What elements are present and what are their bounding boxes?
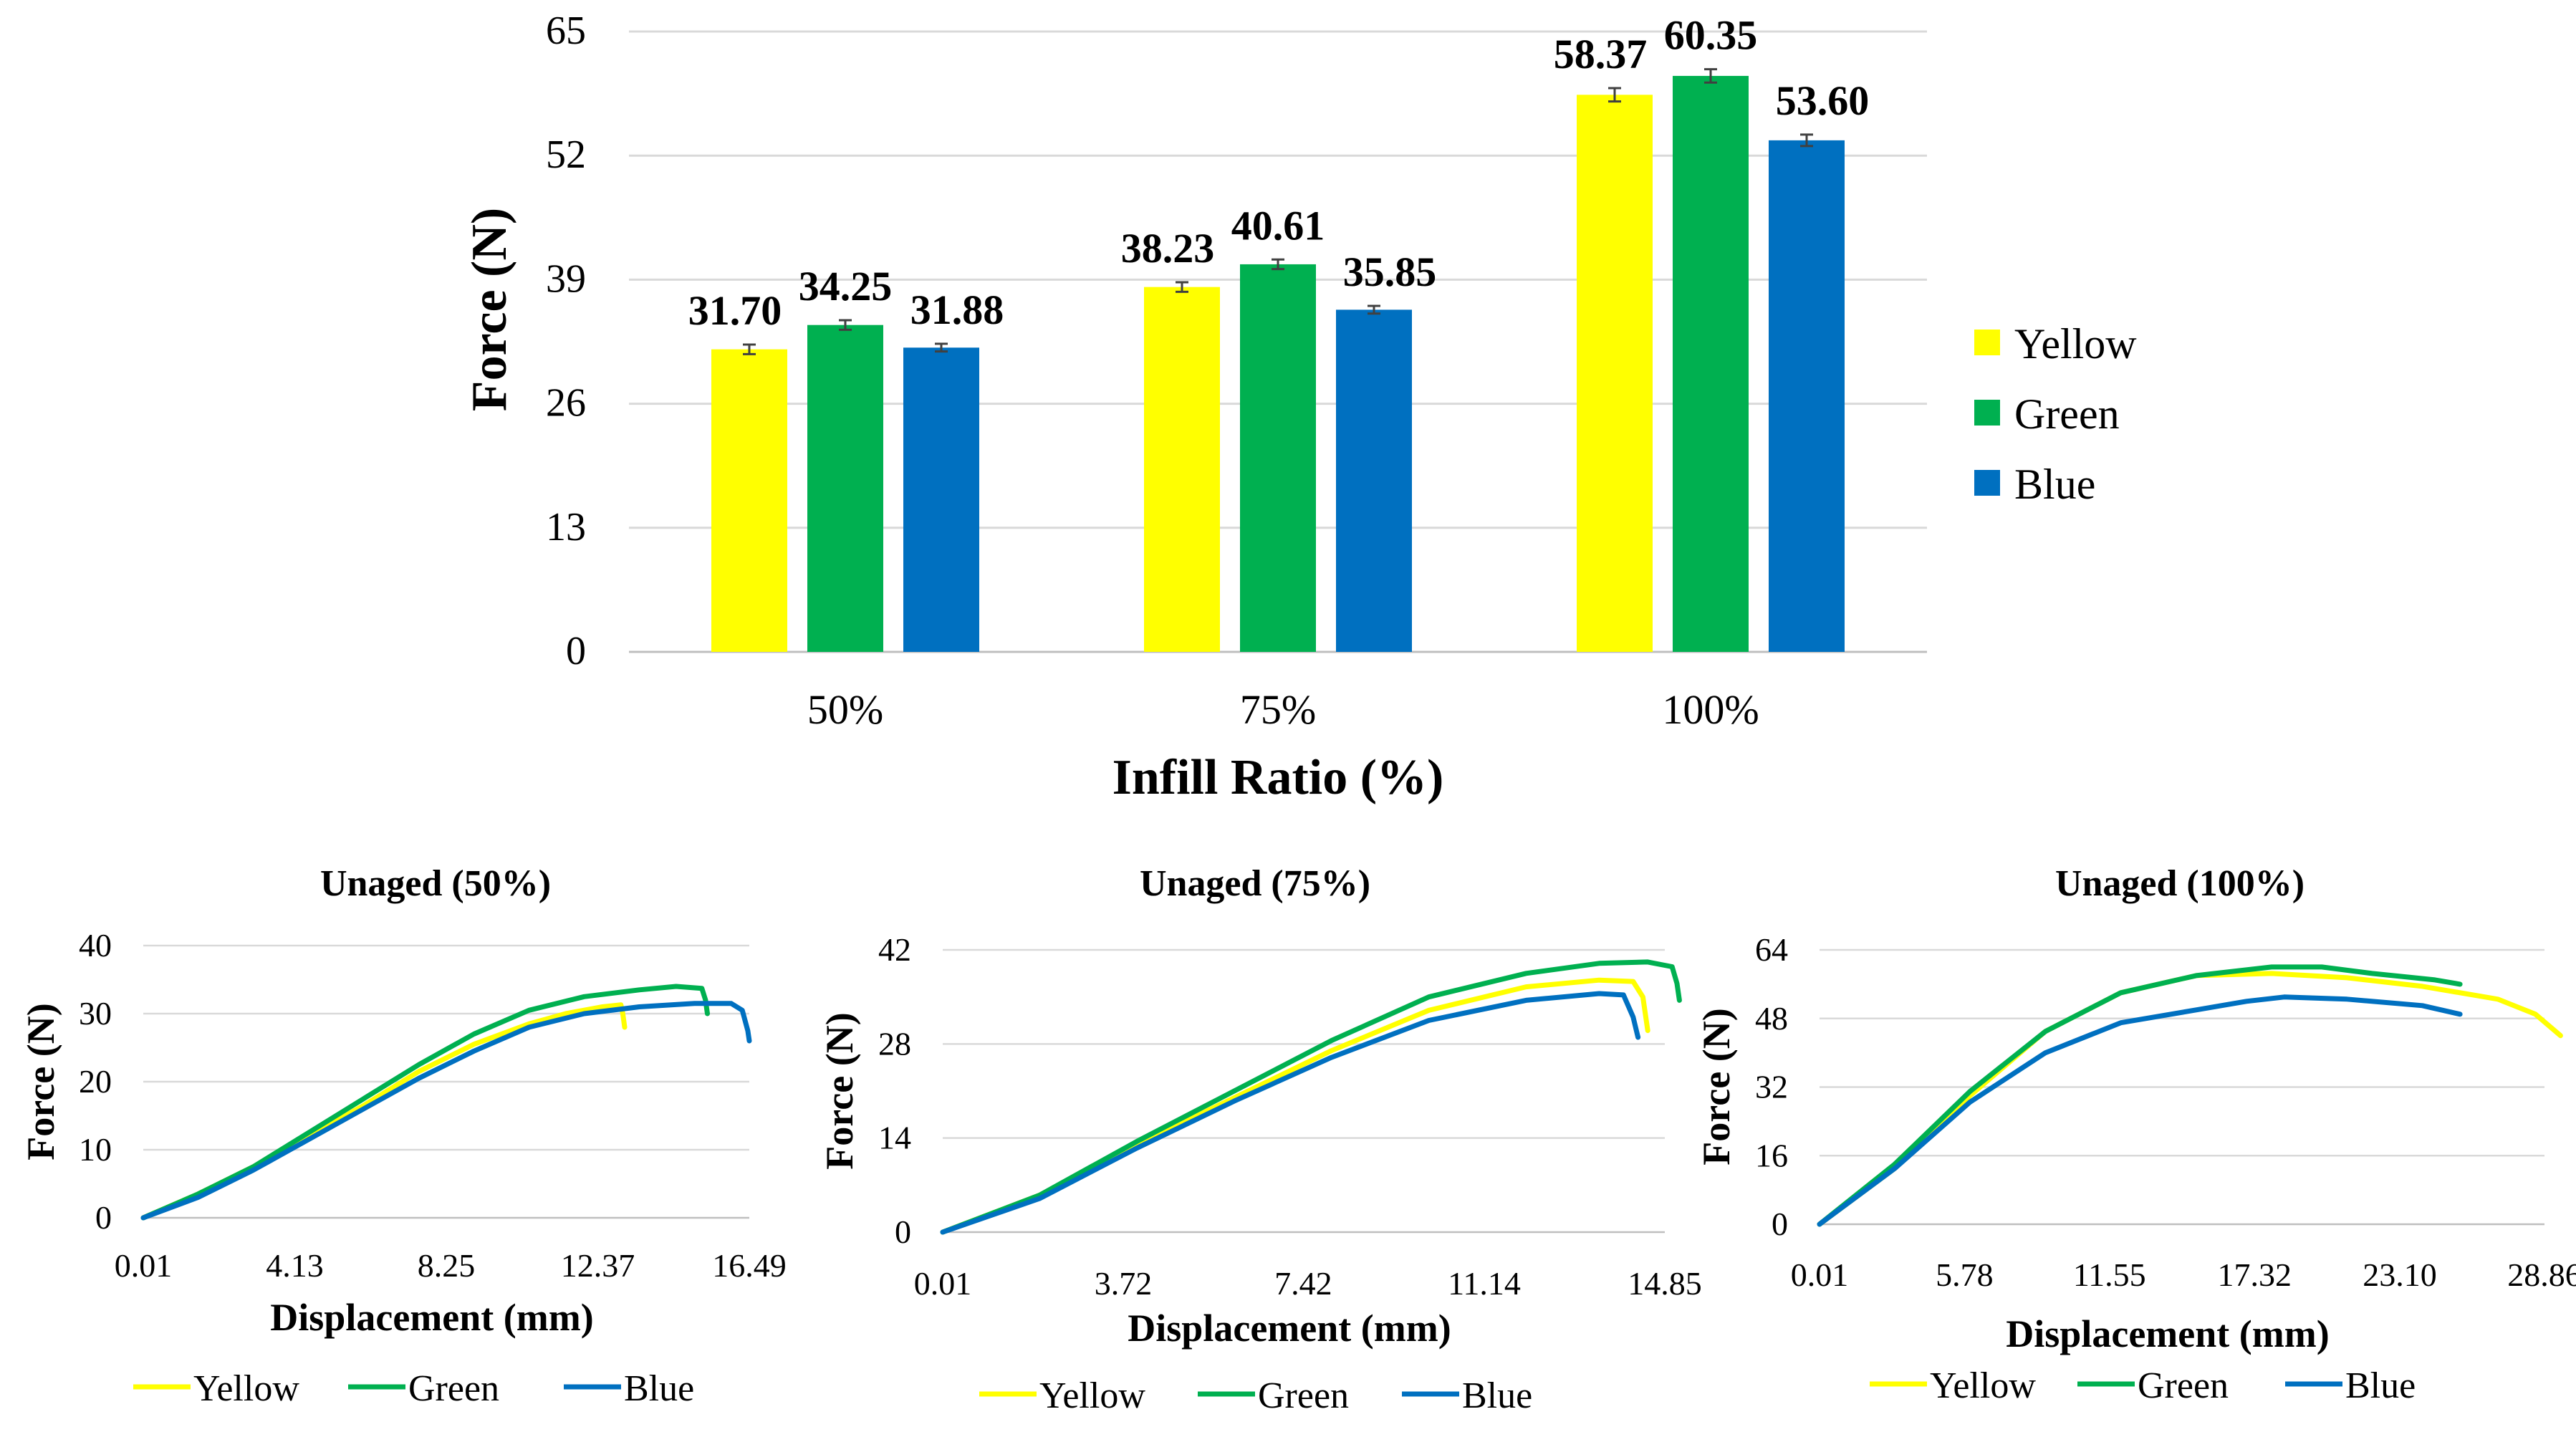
bar-blue-0: [903, 347, 979, 652]
line-y-tick-label: 32: [1755, 1069, 1788, 1105]
line-x-tick-label: 4.13: [266, 1247, 324, 1284]
bar-y-axis-title: Force (N): [462, 208, 517, 411]
bar-y-tick-label: 52: [546, 133, 586, 177]
bar-data-label: 35.85: [1343, 249, 1437, 295]
bar-data-label: 38.23: [1121, 225, 1215, 271]
bar-data-label: 58.37: [1554, 31, 1648, 77]
bar-y-tick-label: 39: [546, 256, 586, 301]
line-x-tick-label: 11.55: [2073, 1256, 2146, 1293]
line-y-tick-label: 30: [79, 995, 112, 1032]
line-y-tick-label: 48: [1755, 1000, 1788, 1037]
line-x-tick-label: 0.01: [1791, 1256, 1849, 1293]
line-x-axis-title: Displacement (mm): [270, 1296, 593, 1339]
bar-x-tick-label: 75%: [1240, 686, 1316, 733]
bar-x-tick-label: 100%: [1662, 686, 1759, 733]
legend-label-yellow: Yellow: [1039, 1375, 1145, 1416]
bar-data-label: 31.88: [910, 287, 1004, 333]
line-y-tick-label: 40: [79, 927, 112, 963]
line-x-tick-label: 0.01: [115, 1247, 173, 1284]
line-x-axis-title: Displacement (mm): [1128, 1307, 1451, 1350]
line-x-tick-label: 23.10: [2363, 1256, 2437, 1293]
legend-label-yellow: Yellow: [193, 1368, 299, 1409]
bar-green-0: [807, 325, 883, 652]
legend-label-blue: Blue: [1462, 1375, 1532, 1416]
line-y-tick-label: 20: [79, 1063, 112, 1100]
legend-swatch-blue: [1974, 470, 2000, 496]
bar-y-tick-label: 0: [566, 629, 586, 673]
series-line-yellow: [1817, 971, 2563, 1227]
bar-yellow-1: [1144, 287, 1220, 652]
legend-swatch-green: [1974, 400, 2000, 426]
line-y-tick-label: 14: [878, 1120, 911, 1156]
legend-label-green: Green: [408, 1368, 499, 1409]
bar-data-label: 34.25: [799, 263, 893, 309]
legend-label-yellow: Yellow: [1930, 1365, 2036, 1406]
legend-label-yellow: Yellow: [2014, 320, 2137, 367]
line-x-axis-title: Displacement (mm): [2006, 1312, 2329, 1355]
line-y-axis-title: Force (N): [818, 1012, 861, 1169]
legend-label-green: Green: [2014, 390, 2120, 438]
series-line-blue: [140, 1001, 752, 1221]
line-x-tick-label: 28.86: [2507, 1256, 2576, 1293]
line-chart-title: Unaged (50%): [320, 863, 551, 904]
bar-blue-2: [1769, 140, 1845, 653]
bar-data-label: 40.61: [1231, 202, 1325, 249]
line-y-tick-label: 28: [878, 1025, 911, 1062]
line-x-tick-label: 11.14: [1448, 1265, 1521, 1302]
line-x-tick-label: 17.32: [2217, 1256, 2292, 1293]
bar-yellow-2: [1577, 95, 1653, 652]
line-y-tick-label: 10: [79, 1131, 112, 1168]
bar-blue-1: [1336, 309, 1412, 652]
line-x-tick-label: 0.01: [914, 1265, 972, 1302]
bar-yellow-0: [711, 349, 787, 652]
legend-label-blue: Blue: [624, 1368, 694, 1409]
line-y-axis-title: Force (N): [19, 1003, 62, 1160]
line-y-tick-label: 0: [895, 1213, 911, 1250]
legend-swatch-yellow: [1974, 330, 2000, 355]
legend-label-blue: Blue: [2014, 461, 2095, 508]
line-x-tick-label: 16.49: [712, 1247, 787, 1284]
series-line-blue: [1817, 994, 2463, 1227]
series-line-green: [940, 959, 1682, 1235]
bar-data-label: 60.35: [1664, 12, 1758, 59]
bar-x-tick-label: 50%: [807, 686, 883, 733]
line-x-tick-label: 5.78: [1936, 1256, 1994, 1293]
line-chart-title: Unaged (75%): [1140, 863, 1370, 904]
line-y-tick-label: 64: [1755, 931, 1788, 968]
line-x-tick-label: 3.72: [1095, 1265, 1153, 1302]
bar-data-label: 53.60: [1776, 77, 1870, 124]
bar-y-tick-label: 65: [546, 9, 586, 53]
line-y-tick-label: 0: [95, 1199, 112, 1236]
line-x-tick-label: 8.25: [418, 1247, 476, 1284]
series-line-blue: [940, 991, 1641, 1235]
line-y-axis-title: Force (N): [1695, 1008, 1738, 1165]
legend-label-green: Green: [2138, 1365, 2229, 1406]
bar-y-tick-label: 26: [546, 381, 586, 426]
legend-label-green: Green: [1258, 1375, 1349, 1416]
bar-green-1: [1240, 264, 1316, 653]
line-x-tick-label: 12.37: [561, 1247, 635, 1284]
bar-x-axis-title: Infill Ratio (%): [1112, 750, 1444, 805]
series-line-green: [1817, 964, 2463, 1227]
series-line-green: [140, 984, 710, 1221]
bar-y-tick-label: 13: [546, 505, 586, 549]
line-y-tick-label: 16: [1755, 1137, 1788, 1173]
legend-label-blue: Blue: [2345, 1365, 2416, 1406]
line-x-tick-label: 14.85: [1628, 1265, 1702, 1302]
line-y-tick-label: 42: [878, 931, 911, 968]
line-chart-title: Unaged (100%): [2055, 863, 2305, 904]
line-x-tick-label: 7.42: [1274, 1265, 1332, 1302]
bar-green-2: [1673, 75, 1749, 652]
bar-data-label: 31.70: [688, 287, 782, 334]
line-y-tick-label: 0: [1772, 1206, 1788, 1242]
